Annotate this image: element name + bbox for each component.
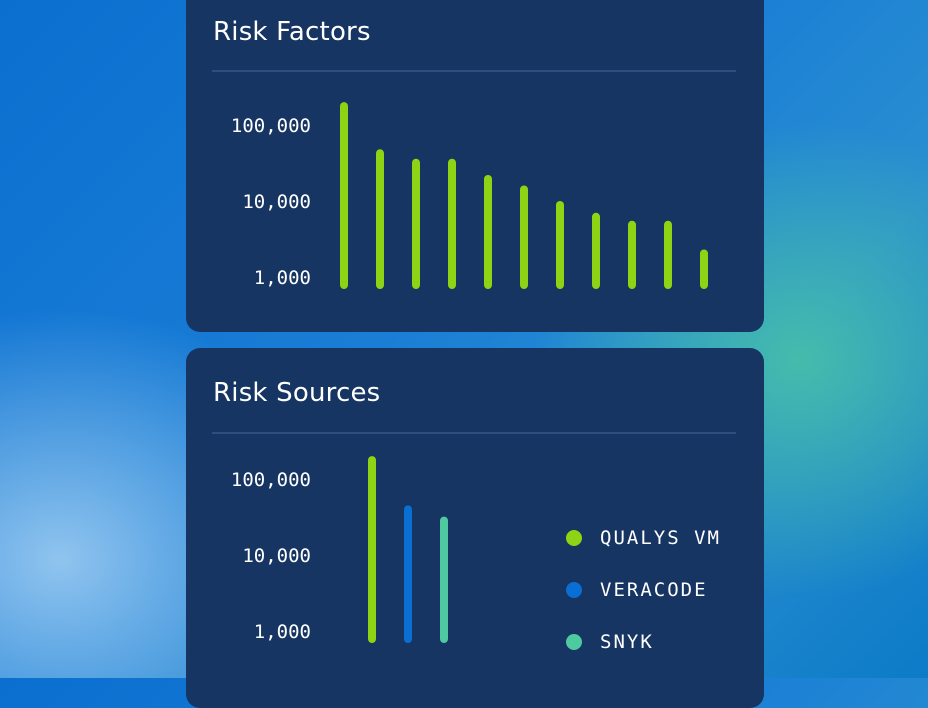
risk-factors-ytick-label: 10,000 xyxy=(242,191,311,213)
risk-factors-ytick-label: 1,000 xyxy=(254,267,311,289)
legend-item-veracode: VERACODE xyxy=(566,564,721,616)
risk-sources-legend: QUALYS VM VERACODE SNYK xyxy=(566,512,721,668)
risk-sources-divider xyxy=(212,432,736,434)
risk-factors-title: Risk Factors xyxy=(213,17,371,47)
risk-sources-card: Risk Sources 1,000 10,000 100,000 QUALYS V… xyxy=(186,348,764,708)
risk-factors-bar xyxy=(412,158,420,289)
legend-label-qualys: QUALYS VM xyxy=(600,527,721,549)
risk-sources-ytick-label: 1,000 xyxy=(254,621,311,643)
legend-dot-snyk xyxy=(566,634,582,650)
risk-factors-bar xyxy=(592,212,600,289)
risk-factors-bar xyxy=(700,249,708,289)
risk-factors-bar xyxy=(664,220,672,289)
risk-factors-bar xyxy=(484,174,492,289)
risk-sources-bar xyxy=(404,505,412,643)
risk-factors-chart: 1,000 10,000 100,000 xyxy=(231,102,708,289)
risk-factors-ytick-label: 100,000 xyxy=(231,115,311,137)
risk-factors-bar xyxy=(448,158,456,289)
legend-label-veracode: VERACODE xyxy=(600,579,708,601)
risk-factors-card: Risk Factors 1,000 10,000 100,000 xyxy=(186,0,764,332)
risk-factors-bar xyxy=(520,185,528,289)
risk-sources-ytick-label: 100,000 xyxy=(231,469,311,491)
risk-sources-bar xyxy=(440,516,448,643)
risk-factors-bar xyxy=(376,149,384,289)
risk-sources-chart: 1,000 10,000 100,000 xyxy=(231,456,448,643)
risk-factors-bar xyxy=(628,220,636,289)
risk-factors-divider xyxy=(212,70,736,72)
risk-factors-bar xyxy=(556,201,564,289)
legend-label-snyk: SNYK xyxy=(600,631,654,653)
legend-item-qualys: QUALYS VM xyxy=(566,512,721,564)
risk-sources-ytick-label: 10,000 xyxy=(242,545,311,567)
legend-dot-qualys xyxy=(566,530,582,546)
legend-dot-veracode xyxy=(566,582,582,598)
legend-item-snyk: SNYK xyxy=(566,616,721,668)
risk-factors-bar xyxy=(340,102,348,289)
risk-sources-bar xyxy=(368,456,376,643)
risk-sources-title: Risk Sources xyxy=(213,378,381,408)
